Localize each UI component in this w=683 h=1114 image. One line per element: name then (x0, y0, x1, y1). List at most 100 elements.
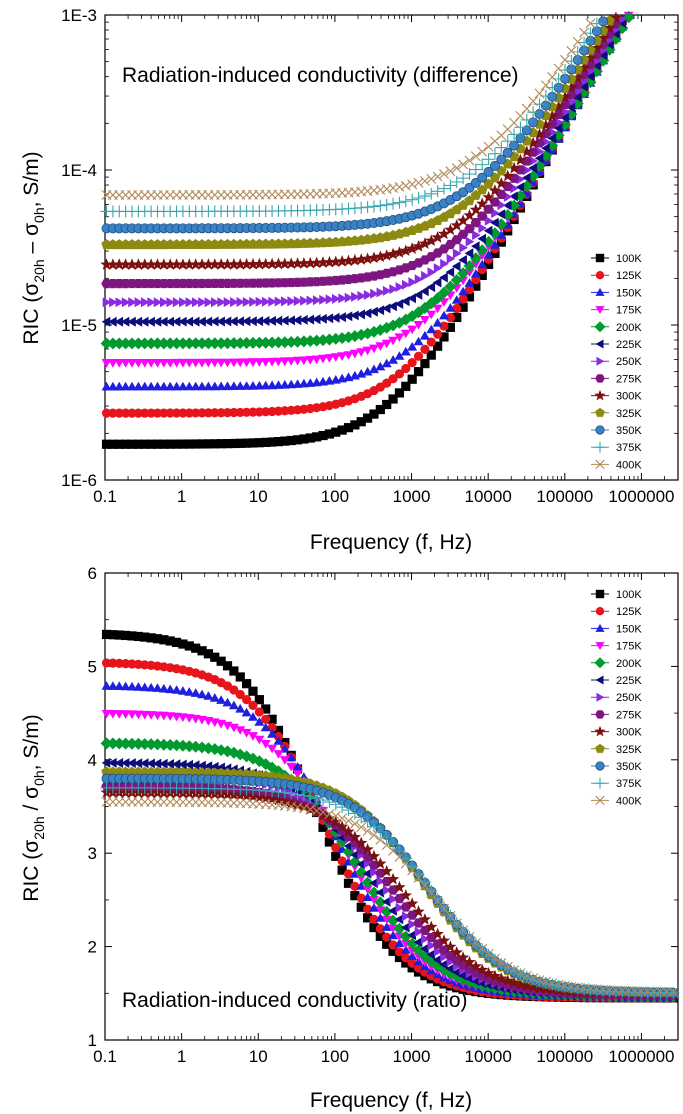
data-point (418, 913, 431, 925)
data-point (482, 235, 495, 248)
data-point (350, 891, 360, 901)
data-point (362, 308, 372, 319)
data-point (370, 867, 379, 878)
data-point (280, 315, 289, 326)
data-point (120, 316, 130, 327)
data-point (463, 955, 476, 968)
data-point (242, 297, 252, 307)
data-point (140, 408, 150, 418)
data-point (433, 946, 443, 957)
data-point (539, 118, 552, 131)
data-point (388, 905, 397, 916)
data-point (419, 316, 430, 325)
data-point (114, 681, 125, 690)
data-point (394, 947, 405, 957)
data-point (374, 250, 387, 263)
x-tick-label: 100000 (536, 487, 593, 506)
data-point (291, 335, 304, 348)
data-point (274, 296, 284, 307)
data-point (139, 381, 150, 391)
data-point (286, 357, 297, 366)
data-point (389, 284, 398, 295)
y-axis-title: RIC (σ20h – σ0h, S/m) (20, 151, 47, 344)
data-point (138, 738, 151, 750)
data-point (324, 429, 334, 439)
data-point (230, 297, 239, 308)
data-point (132, 258, 145, 270)
legend-label: 275K (616, 709, 642, 721)
data-point (235, 672, 245, 682)
legend-label: 350K (616, 425, 642, 437)
data-point (216, 408, 226, 418)
data-point (438, 945, 450, 955)
data-point (483, 949, 494, 960)
data-point (362, 366, 373, 376)
data-point (369, 306, 378, 317)
data-point (305, 804, 316, 815)
x-tick-label: 0.1 (93, 487, 117, 506)
data-point (337, 312, 346, 323)
data-point (523, 165, 532, 176)
data-point (565, 55, 578, 68)
data-point (133, 316, 143, 327)
data-point (521, 103, 532, 114)
data-point (426, 310, 437, 320)
data-point (351, 291, 360, 302)
data-point (286, 315, 295, 326)
data-point (496, 209, 506, 220)
x-axis-title: Frequency (f, Hz) (310, 531, 472, 554)
data-point (153, 297, 163, 308)
data-point (128, 297, 137, 308)
data-point (388, 394, 398, 404)
y-tick-label: 1E-3 (61, 6, 97, 25)
chart-annotation: Radiation-induced conductivity (differen… (122, 64, 519, 87)
data-point (431, 893, 444, 906)
data-point (184, 316, 194, 327)
data-point (465, 236, 475, 247)
data-point (470, 151, 481, 162)
data-point (450, 274, 463, 287)
data-point (395, 282, 405, 292)
data-point (356, 822, 367, 833)
data-point (407, 951, 418, 960)
data-point (432, 939, 443, 949)
data-point (171, 439, 182, 449)
x-tick-label: 100 (321, 487, 349, 506)
data-point (483, 166, 494, 177)
data-point (584, 51, 597, 64)
data-point (535, 146, 545, 157)
data-point (210, 439, 220, 449)
data-point (298, 803, 309, 814)
data-point (319, 294, 328, 305)
data-point (387, 197, 400, 210)
data-point (426, 933, 437, 943)
data-point (146, 633, 156, 643)
data-point (597, 31, 610, 44)
data-point (234, 258, 247, 270)
data-point (165, 439, 175, 449)
data-point (171, 685, 182, 694)
data-point (330, 353, 341, 362)
data-point (343, 815, 354, 826)
data-point (438, 286, 450, 299)
data-point (388, 930, 398, 940)
y-tick-label: 5 (88, 657, 97, 676)
data-point (393, 845, 406, 858)
data-point (477, 172, 488, 183)
data-point (228, 358, 239, 368)
data-point (133, 439, 143, 449)
data-point (464, 248, 474, 259)
data-point (158, 359, 169, 368)
legend-label: 175K (616, 641, 642, 653)
data-point (101, 709, 112, 719)
data-point (380, 249, 393, 261)
data-point (412, 240, 425, 252)
data-point (324, 837, 334, 847)
data-point (222, 358, 233, 368)
data-point (261, 714, 271, 724)
legend-label: 125K (616, 270, 642, 282)
data-point (528, 163, 537, 173)
data-point (146, 439, 156, 449)
data-point (279, 357, 290, 367)
data-point (286, 752, 297, 762)
